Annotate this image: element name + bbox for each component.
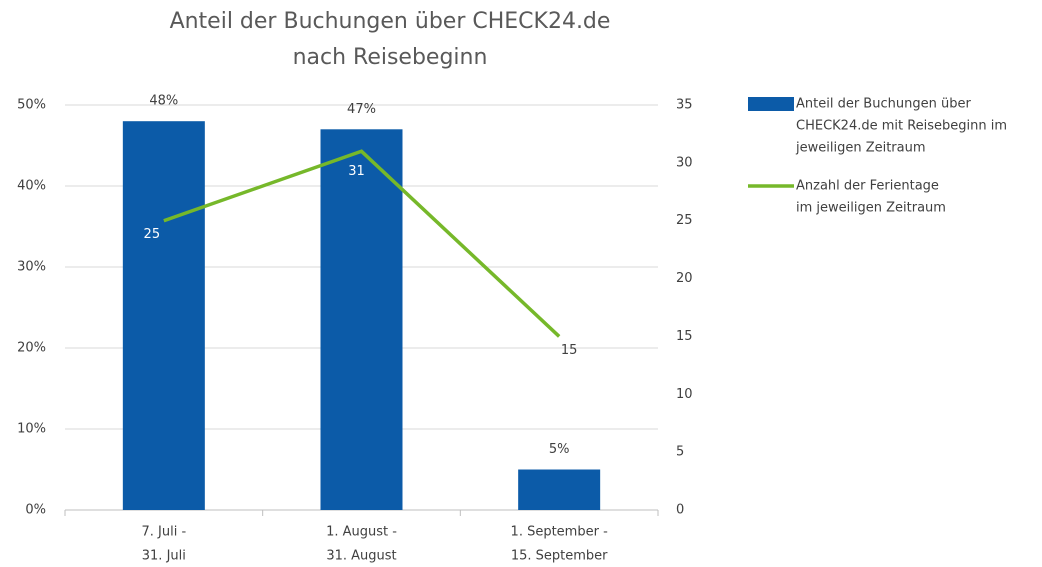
y-tick-label: 50% <box>17 98 46 113</box>
legend-swatch <box>748 97 794 111</box>
y2-tick-label: 25 <box>676 213 693 228</box>
data-label: 5% <box>549 442 570 457</box>
legend-label: jeweiligen Zeitraum <box>795 141 926 156</box>
y2-tick-label: 30 <box>676 155 693 170</box>
line <box>163 149 561 338</box>
y2-tick-label: 5 <box>676 445 684 460</box>
chart-title: Anteil der Buchungen über CHECK24.de <box>170 9 611 34</box>
bar <box>122 121 205 510</box>
legend-label: CHECK24.de mit Reisebeginn im <box>796 119 1007 134</box>
y-tick-label: 0% <box>25 503 46 518</box>
data-label: 47% <box>347 102 376 117</box>
data-label: 15 <box>561 343 578 358</box>
x-tick-label: 1. September - <box>511 525 609 540</box>
chart-title: nach Reisebeginn <box>293 45 488 70</box>
y-tick-label: 40% <box>17 179 46 194</box>
legend-label: Anteil der Buchungen über <box>796 97 971 112</box>
y2-tick-label: 20 <box>676 271 693 286</box>
x-tick-label: 7. Juli - <box>142 525 187 540</box>
bar <box>320 129 403 511</box>
bar <box>518 469 601 510</box>
data-label: 48% <box>149 94 178 109</box>
y-tick-label: 20% <box>17 341 46 356</box>
y-tick-label: 30% <box>17 260 46 275</box>
legend-label: im jeweiligen Zeitraum <box>796 201 946 216</box>
y2-tick-label: 35 <box>676 98 693 113</box>
y-tick-label: 10% <box>17 422 46 437</box>
y2-tick-label: 0 <box>676 503 684 518</box>
x-tick-label: 1. August - <box>326 525 397 540</box>
x-tick-label: 15. September <box>511 549 608 564</box>
y2-tick-label: 15 <box>676 329 693 344</box>
x-tick-label: 31. August <box>326 549 396 564</box>
legend-label: Anzahl der Ferientage <box>796 179 939 194</box>
x-tick-label: 31. Juli <box>142 549 186 564</box>
data-label: 31 <box>348 164 365 179</box>
y2-tick-label: 10 <box>676 387 693 402</box>
data-label: 25 <box>144 227 161 242</box>
